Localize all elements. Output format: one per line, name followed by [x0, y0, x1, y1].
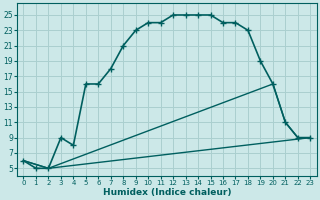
X-axis label: Humidex (Indice chaleur): Humidex (Indice chaleur): [103, 188, 231, 197]
